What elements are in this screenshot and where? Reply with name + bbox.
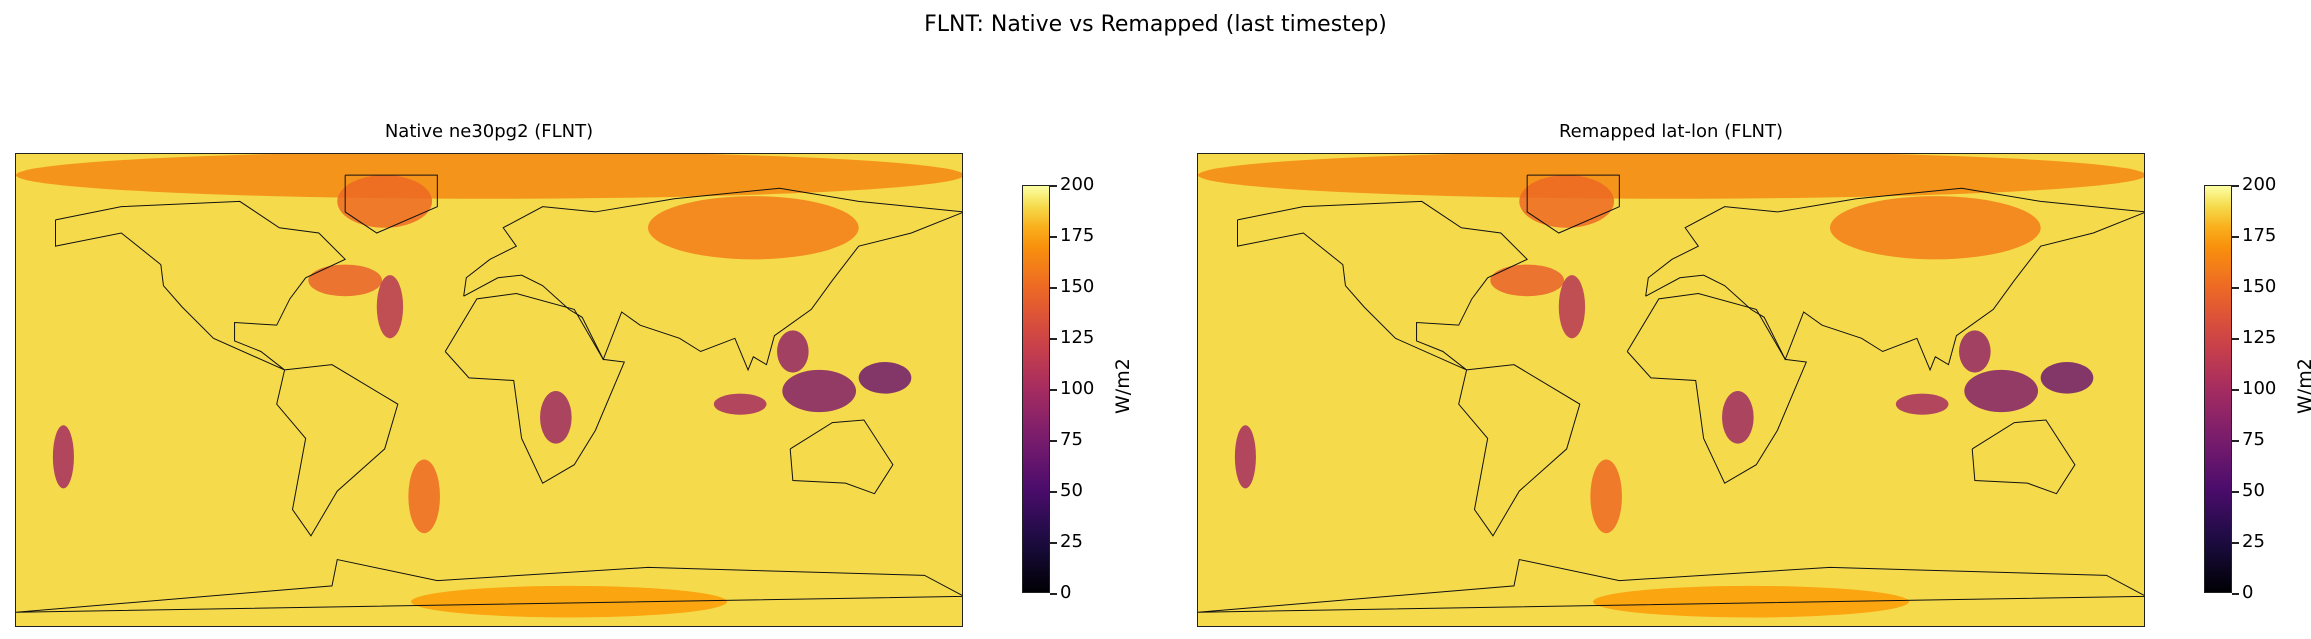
field-feature-south-china-sea bbox=[777, 330, 809, 373]
colorbar-tick-label: 125 bbox=[2231, 327, 2277, 348]
colorbar-tick-label: 175 bbox=[1049, 225, 1095, 246]
field-feature-mid-atlantic-band bbox=[1558, 275, 1586, 339]
field-feature-south-pacific bbox=[52, 425, 74, 489]
field-feature-nw-atlantic-storm bbox=[1490, 264, 1565, 297]
field-feature-maritime-continent bbox=[1964, 369, 2039, 413]
native-colorbar bbox=[1022, 185, 1050, 593]
field-feature-nw-atlantic-storm bbox=[308, 264, 383, 297]
coastline bbox=[463, 187, 962, 372]
coastline bbox=[1971, 419, 2076, 495]
colorbar-tick-label: 125 bbox=[1049, 327, 1095, 348]
remapped-colorbar bbox=[2204, 185, 2232, 593]
coastline bbox=[1526, 174, 1620, 234]
coastline bbox=[55, 200, 347, 371]
field-feature-south-china-sea bbox=[1959, 330, 1991, 373]
colorbar-tick-label: 175 bbox=[2231, 225, 2277, 246]
coastline bbox=[344, 174, 438, 234]
field-feature-mid-atlantic-band bbox=[376, 275, 404, 339]
coastline bbox=[1626, 293, 1808, 484]
field-feature-indian-ocean bbox=[1895, 393, 1949, 415]
colorbar-tick-label: 200 bbox=[1049, 174, 1095, 195]
field-feature-south-pacific bbox=[1234, 425, 1256, 489]
field-feature-greenland bbox=[1519, 175, 1615, 228]
field-feature-west-pacific bbox=[858, 362, 912, 394]
field-feature-siberia bbox=[648, 196, 859, 260]
colorbar-tick-label: 50 bbox=[2232, 480, 2265, 501]
coastline bbox=[1198, 558, 2144, 613]
colorbar-tick-label: 200 bbox=[2231, 174, 2277, 195]
field-feature-central-africa bbox=[1722, 391, 1754, 444]
field-feature-south-atlantic bbox=[408, 459, 440, 534]
field-feature-maritime-continent bbox=[782, 369, 857, 413]
field-feature-central-africa bbox=[540, 391, 572, 444]
colorbar-tick-label: 0 bbox=[2231, 582, 2254, 603]
coastline bbox=[444, 293, 626, 484]
colorbar-tick-label: 25 bbox=[2232, 531, 2265, 552]
field-feature-antarctica bbox=[411, 585, 727, 618]
field-feature-arctic-band bbox=[1198, 154, 2144, 199]
coastline bbox=[1458, 364, 1581, 537]
colorbar-tick-label: 150 bbox=[1049, 276, 1095, 297]
colorbar-tick-label: 100 bbox=[1049, 378, 1095, 399]
coastline bbox=[16, 558, 962, 613]
colorbar-tick-label: 150 bbox=[2231, 276, 2277, 297]
coastline bbox=[789, 419, 894, 495]
colorbar-tick-label: 0 bbox=[1049, 582, 1072, 603]
field-feature-antarctica bbox=[1593, 585, 1909, 618]
native-map-title: Native ne30pg2 (FLNT) bbox=[384, 121, 594, 142]
colorbar-tick-label: 75 bbox=[1050, 429, 1083, 450]
colorbar-tick-label: 100 bbox=[2231, 378, 2277, 399]
remapped-map bbox=[1197, 153, 2145, 627]
coastline bbox=[1645, 187, 2144, 372]
colorbar-tick-label: 50 bbox=[1050, 480, 1083, 501]
field-feature-south-atlantic bbox=[1590, 459, 1622, 534]
colorbar-tick-label: 75 bbox=[2232, 429, 2265, 450]
colorbar-tick-label: 25 bbox=[1050, 531, 1083, 552]
field-feature-west-pacific bbox=[2040, 362, 2094, 394]
coastline bbox=[1237, 200, 1529, 371]
field-feature-indian-ocean bbox=[713, 393, 767, 415]
colorbar-label: W/m2 bbox=[1112, 358, 1134, 414]
figure-title: FLNT: Native vs Remapped (last timestep) bbox=[924, 12, 1387, 37]
field-feature-greenland bbox=[337, 175, 433, 228]
native-map bbox=[15, 153, 963, 627]
field-feature-siberia bbox=[1830, 196, 2041, 260]
coastline bbox=[276, 364, 399, 537]
remapped-map-title: Remapped lat-lon (FLNT) bbox=[1558, 121, 1784, 142]
colorbar-label: W/m2 bbox=[2294, 358, 2311, 414]
field-feature-arctic-band bbox=[16, 154, 962, 199]
